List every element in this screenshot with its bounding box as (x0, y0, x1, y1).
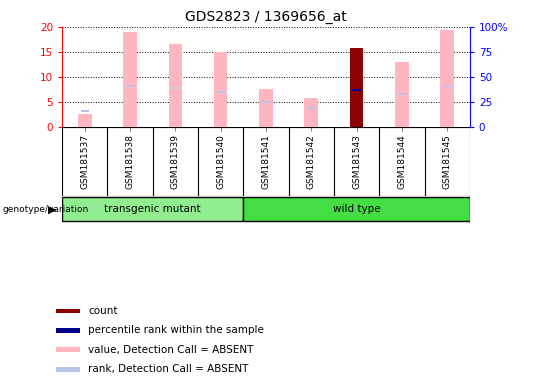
Text: rank, Detection Call = ABSENT: rank, Detection Call = ABSENT (88, 364, 248, 374)
Text: GSM181545: GSM181545 (443, 134, 451, 189)
Bar (78, 114, 92, 127)
Bar (217, 91, 225, 93)
Bar (443, 85, 451, 87)
Text: GSM181537: GSM181537 (80, 134, 89, 189)
FancyBboxPatch shape (244, 197, 470, 221)
Bar (259, 89, 273, 127)
Text: count: count (88, 306, 118, 316)
Text: percentile rank within the sample: percentile rank within the sample (88, 325, 264, 335)
Bar (126, 85, 134, 87)
Text: GSM181544: GSM181544 (397, 134, 406, 189)
Bar (171, 88, 179, 89)
Text: GSM181540: GSM181540 (216, 134, 225, 189)
Bar (214, 52, 227, 127)
Bar (398, 93, 406, 94)
Title: GDS2823 / 1369656_at: GDS2823 / 1369656_at (185, 10, 347, 25)
Text: GSM181541: GSM181541 (261, 134, 271, 189)
Text: genotype/variation: genotype/variation (3, 205, 89, 214)
Bar (80, 110, 89, 112)
Text: value, Detection Call = ABSENT: value, Detection Call = ABSENT (88, 345, 254, 355)
Bar (353, 89, 361, 91)
Bar (262, 101, 270, 103)
Text: GSM181543: GSM181543 (352, 134, 361, 189)
Text: GSM181538: GSM181538 (126, 134, 134, 189)
Bar (305, 98, 318, 127)
Bar (350, 48, 363, 127)
FancyBboxPatch shape (62, 197, 244, 221)
Bar (56, 328, 79, 333)
Bar (395, 62, 409, 127)
Bar (123, 32, 137, 127)
Text: wild type: wild type (333, 204, 380, 214)
Bar (56, 367, 79, 371)
Bar (56, 348, 79, 352)
Bar (56, 309, 79, 313)
Text: ▶: ▶ (48, 204, 57, 214)
Text: GSM181542: GSM181542 (307, 134, 316, 189)
Bar (168, 44, 182, 127)
Text: transgenic mutant: transgenic mutant (104, 204, 201, 214)
Bar (440, 30, 454, 127)
Bar (307, 107, 315, 109)
Text: GSM181539: GSM181539 (171, 134, 180, 189)
